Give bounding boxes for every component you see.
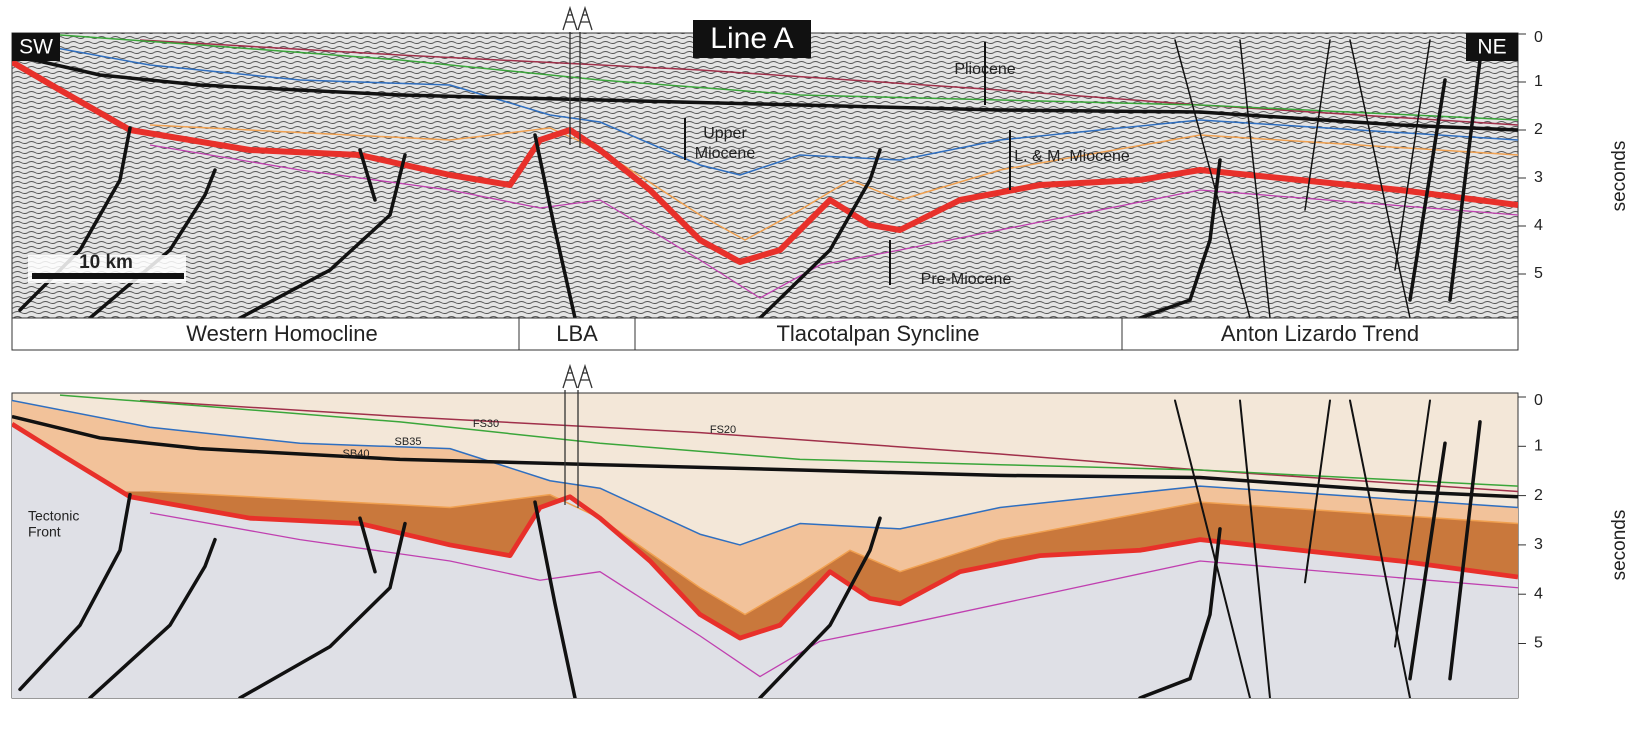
province-label: Western Homocline (186, 321, 378, 346)
tick-label: 5 (1534, 635, 1543, 652)
tick-label: 0 (1534, 29, 1543, 46)
horizon-label: SB40 (343, 448, 370, 460)
tick-label: 5 (1534, 265, 1543, 282)
tick-label: 1 (1534, 438, 1543, 455)
horizon-label: FS30 (473, 418, 499, 430)
tick-label: 4 (1534, 585, 1543, 602)
annotation: L. & M. Miocene (1014, 148, 1130, 165)
figure: Western Homocline LBA Tlacotalpan Syncli… (0, 0, 1642, 731)
title: Line A (710, 22, 793, 55)
horizon-label: FS20 (710, 424, 736, 436)
tick-label: 3 (1534, 169, 1543, 186)
province-label: Tlacotalpan Syncline (776, 321, 979, 346)
tick-label: 2 (1534, 487, 1543, 504)
axis-label: seconds (1609, 510, 1630, 581)
annotation: Tectonic (28, 508, 79, 524)
annotation: Pre-Miocene (921, 271, 1012, 288)
annotation: Upper (703, 125, 747, 142)
tick-label: 1 (1534, 73, 1543, 90)
tick-label: 4 (1534, 217, 1543, 234)
seismic-panel (12, 33, 1518, 318)
scale-label: 10 km (79, 252, 133, 273)
axis-label: seconds (1609, 141, 1630, 212)
tick-label: 2 (1534, 121, 1543, 138)
ne-label: NE (1477, 36, 1506, 59)
scale-bar (32, 273, 184, 279)
horizon-label: SB35 (395, 436, 422, 448)
annotation: Front (28, 524, 61, 540)
sw-label: SW (19, 36, 53, 59)
tick-label: 0 (1534, 392, 1543, 409)
annotation: Miocene (695, 145, 756, 162)
province-label: Anton Lizardo Trend (1221, 321, 1419, 346)
province-label: LBA (556, 321, 598, 346)
tick-label: 3 (1534, 536, 1543, 553)
